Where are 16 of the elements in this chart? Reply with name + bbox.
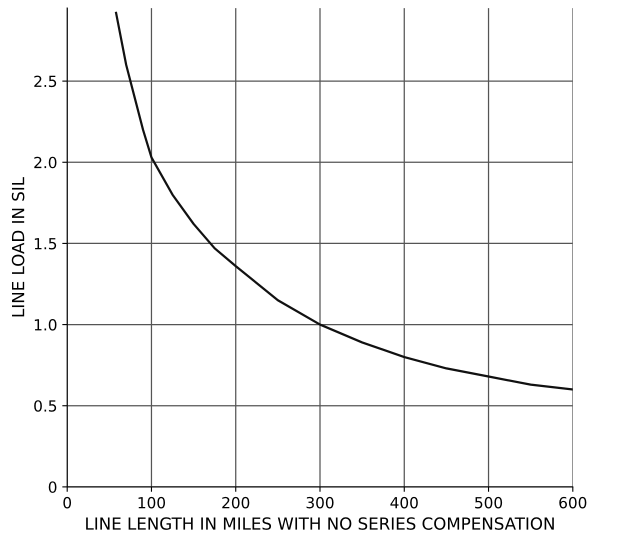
x-tick-label: 0: [63, 496, 72, 508]
x-tick-label: 200: [222, 496, 250, 508]
x-tick-label: 100: [138, 496, 166, 508]
y-tick-label: 1.0: [34, 319, 56, 331]
y-tick-label: 2.5: [34, 76, 56, 88]
x-axis-title: LINE LENGTH IN MILES WITH NO SERIES COMPENSATION: [86, 517, 554, 530]
line-series: [114, 12, 573, 391]
y-tick-label: 0: [48, 481, 56, 493]
x-tick-label: 600: [559, 496, 586, 508]
x-tick-label: 400: [390, 496, 418, 508]
x-tick-label: 300: [306, 496, 334, 508]
x-tick-label: 500: [475, 496, 502, 508]
y-axis-title: LINE LOAD IN SIL: [12, 177, 24, 316]
y-tick-label: 0.5: [34, 400, 56, 412]
y-tick-label: 1.5: [34, 238, 56, 250]
y-tick-label: 2.0: [34, 156, 56, 168]
